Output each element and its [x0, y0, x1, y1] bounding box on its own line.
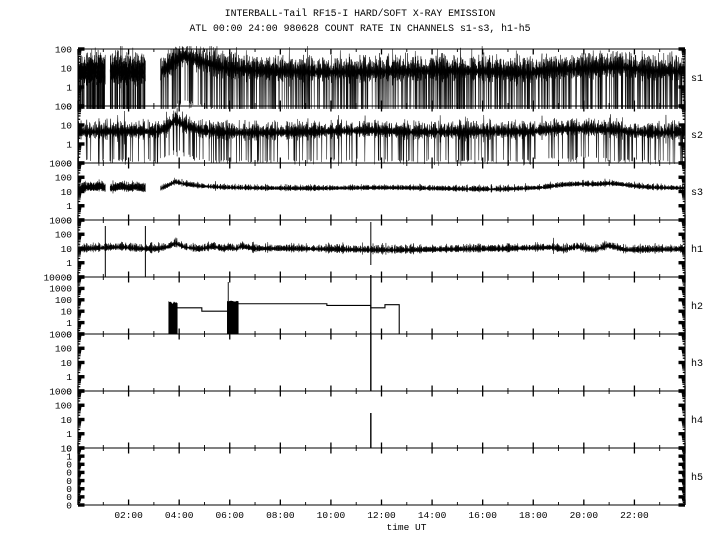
svg-text:0: 0	[66, 500, 72, 511]
svg-text:1: 1	[66, 258, 72, 269]
svg-text:100: 100	[55, 230, 72, 241]
svg-text:100: 100	[55, 44, 72, 55]
svg-text:100: 100	[55, 101, 72, 112]
svg-text:1: 1	[66, 429, 72, 440]
svg-text:10:00: 10:00	[317, 510, 346, 521]
svg-text:INTERBALL-Tail RF15-I HARD/SOF: INTERBALL-Tail RF15-I HARD/SOFT X-RAY EM…	[225, 8, 496, 19]
svg-text:18:00: 18:00	[519, 510, 548, 521]
svg-text:16:00: 16:00	[468, 510, 497, 521]
svg-text:1000: 1000	[49, 215, 72, 226]
svg-text:100: 100	[55, 173, 72, 184]
svg-text:1: 1	[66, 139, 72, 150]
svg-text:h4: h4	[691, 415, 703, 427]
svg-text:s1: s1	[691, 74, 703, 85]
svg-text:s3: s3	[691, 188, 703, 199]
svg-text:1000: 1000	[49, 386, 72, 397]
svg-text:10: 10	[61, 244, 73, 255]
svg-text:10000: 10000	[43, 272, 72, 283]
svg-text:12:00: 12:00	[367, 510, 396, 521]
svg-text:1000: 1000	[49, 158, 72, 169]
svg-text:08:00: 08:00	[266, 510, 295, 521]
svg-text:06:00: 06:00	[215, 510, 244, 521]
svg-text:10: 10	[61, 120, 73, 131]
svg-text:1: 1	[66, 201, 72, 212]
svg-text:10: 10	[61, 307, 73, 318]
svg-text:10: 10	[61, 63, 73, 74]
svg-text:time UT: time UT	[387, 522, 427, 533]
svg-text:1: 1	[66, 82, 72, 93]
svg-text:h2: h2	[691, 301, 703, 313]
svg-text:100: 100	[55, 295, 72, 306]
svg-text:ATL 00:00 24:00 980628 COUNT: ATL 00:00 24:00 980628 COUNT RATE IN CHA…	[190, 23, 531, 34]
svg-text:1000: 1000	[49, 284, 72, 295]
svg-text:1000: 1000	[49, 329, 72, 340]
svg-text:10: 10	[61, 358, 73, 369]
svg-text:h5: h5	[691, 472, 703, 484]
svg-text:s2: s2	[691, 131, 703, 142]
svg-text:100: 100	[55, 344, 72, 355]
svg-text:1: 1	[66, 318, 72, 329]
svg-text:h1: h1	[691, 244, 703, 256]
svg-text:10: 10	[61, 187, 73, 198]
svg-text:100: 100	[55, 401, 72, 412]
svg-text:10: 10	[61, 415, 73, 426]
svg-text:02:00: 02:00	[114, 510, 143, 521]
svg-text:h3: h3	[691, 358, 703, 370]
svg-text:22:00: 22:00	[620, 510, 649, 521]
svg-text:1: 1	[66, 372, 72, 383]
svg-text:20:00: 20:00	[570, 510, 599, 521]
svg-text:14:00: 14:00	[418, 510, 447, 521]
svg-text:04:00: 04:00	[165, 510, 194, 521]
